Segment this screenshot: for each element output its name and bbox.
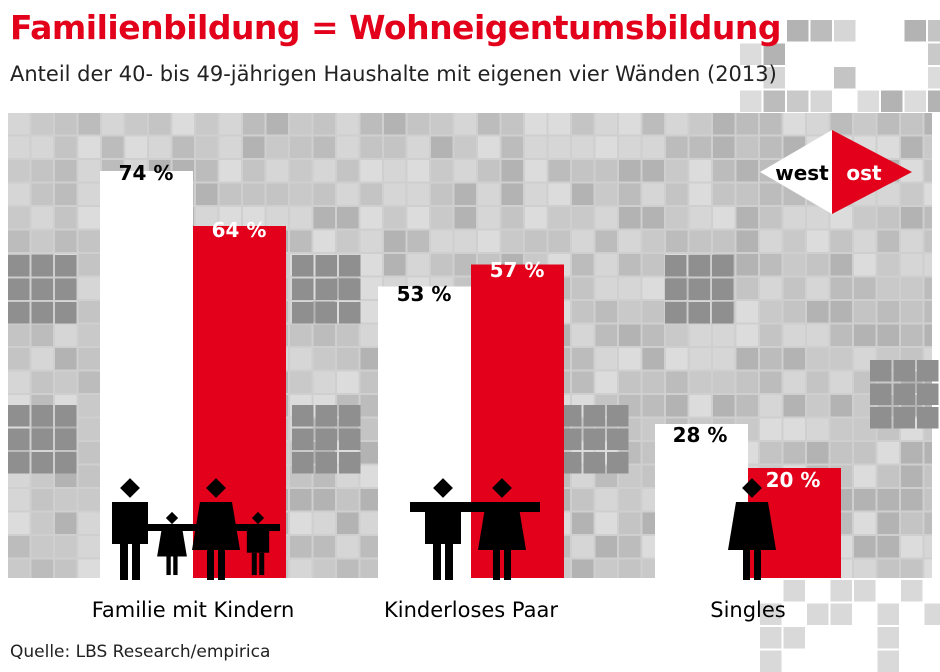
window-block bbox=[339, 405, 361, 427]
window-block bbox=[688, 255, 710, 277]
legend-west-swatch bbox=[760, 130, 832, 214]
window-block bbox=[292, 255, 314, 277]
window-block bbox=[870, 383, 892, 405]
legend: west ost bbox=[760, 130, 912, 214]
window-block bbox=[712, 255, 734, 277]
window-block bbox=[583, 428, 605, 450]
window-block bbox=[870, 407, 892, 429]
window-block bbox=[917, 407, 939, 429]
window-block bbox=[339, 452, 361, 474]
window-block bbox=[607, 428, 629, 450]
window-block bbox=[31, 428, 53, 450]
father-figure bbox=[112, 478, 148, 580]
window-block bbox=[315, 278, 337, 300]
window-block bbox=[8, 302, 30, 324]
window-block bbox=[712, 302, 734, 324]
value-label-ost-0: 64 % bbox=[212, 218, 267, 242]
window-block bbox=[31, 405, 53, 427]
value-label-ost-1: 57 % bbox=[490, 258, 545, 282]
window-block bbox=[31, 302, 53, 324]
legend-ost-swatch bbox=[832, 130, 912, 214]
window-block bbox=[31, 278, 53, 300]
window-block bbox=[339, 302, 361, 324]
couple-arms bbox=[410, 502, 540, 512]
window-block bbox=[55, 302, 77, 324]
window-block bbox=[315, 255, 337, 277]
window-block bbox=[917, 360, 939, 382]
window-block bbox=[292, 405, 314, 427]
window-block bbox=[583, 405, 605, 427]
window-block bbox=[917, 383, 939, 405]
couple-icon bbox=[410, 478, 540, 580]
window-block bbox=[8, 452, 30, 474]
window-block bbox=[8, 405, 30, 427]
window-block bbox=[712, 278, 734, 300]
value-label-west-1: 53 % bbox=[397, 282, 452, 306]
legend-ost-label: ost bbox=[846, 161, 882, 185]
window-block bbox=[55, 452, 77, 474]
value-label-west-2: 28 % bbox=[673, 423, 728, 447]
family-arms bbox=[140, 524, 280, 531]
window-block bbox=[688, 302, 710, 324]
window-block bbox=[292, 428, 314, 450]
window-block bbox=[55, 255, 77, 277]
window-block bbox=[8, 428, 30, 450]
window-block bbox=[292, 302, 314, 324]
window-block bbox=[8, 255, 30, 277]
window-block bbox=[560, 452, 582, 474]
bar-west-2 bbox=[655, 424, 748, 578]
category-labels: Familie mit Kindern Kinderloses Paar Singl… bbox=[92, 598, 786, 622]
category-label-0: Familie mit Kindern bbox=[92, 598, 295, 622]
window-block bbox=[893, 407, 915, 429]
category-label-1: Kinderloses Paar bbox=[384, 598, 558, 622]
value-labels: 74 % 53 % 28 % 64 % 57 % 20 % bbox=[119, 161, 821, 492]
value-label-west-0: 74 % bbox=[119, 161, 174, 185]
window-block bbox=[31, 452, 53, 474]
window-block bbox=[8, 278, 30, 300]
value-label-ost-2: 20 % bbox=[766, 468, 821, 492]
woman-figure bbox=[478, 478, 526, 580]
window-block bbox=[55, 428, 77, 450]
source-note: Quelle: LBS Research/empirica bbox=[10, 642, 271, 662]
window-block bbox=[560, 428, 582, 450]
legend-west-label: west bbox=[775, 161, 829, 185]
window-block bbox=[315, 428, 337, 450]
pictograms bbox=[112, 478, 776, 580]
window-block bbox=[560, 405, 582, 427]
window-block bbox=[31, 255, 53, 277]
chart-subtitle: Anteil der 40- bis 49-jährigen Haushalte… bbox=[10, 62, 777, 86]
window-block bbox=[315, 452, 337, 474]
window-block bbox=[665, 278, 687, 300]
category-label-2: Singles bbox=[710, 598, 786, 622]
window-block bbox=[688, 278, 710, 300]
window-block bbox=[315, 405, 337, 427]
window-block bbox=[870, 360, 892, 382]
window-block bbox=[339, 428, 361, 450]
window-block bbox=[292, 452, 314, 474]
window-block bbox=[607, 452, 629, 474]
window-block bbox=[607, 405, 629, 427]
window-block bbox=[55, 278, 77, 300]
window-block bbox=[665, 255, 687, 277]
window-block bbox=[55, 405, 77, 427]
window-block bbox=[315, 302, 337, 324]
window-block bbox=[893, 360, 915, 382]
window-block bbox=[583, 452, 605, 474]
window-block bbox=[339, 255, 361, 277]
window-block bbox=[292, 278, 314, 300]
window-block bbox=[893, 383, 915, 405]
window-block bbox=[339, 278, 361, 300]
chart-title: Familienbildung = Wohneigentumsbildung bbox=[10, 8, 782, 47]
window-block bbox=[665, 302, 687, 324]
